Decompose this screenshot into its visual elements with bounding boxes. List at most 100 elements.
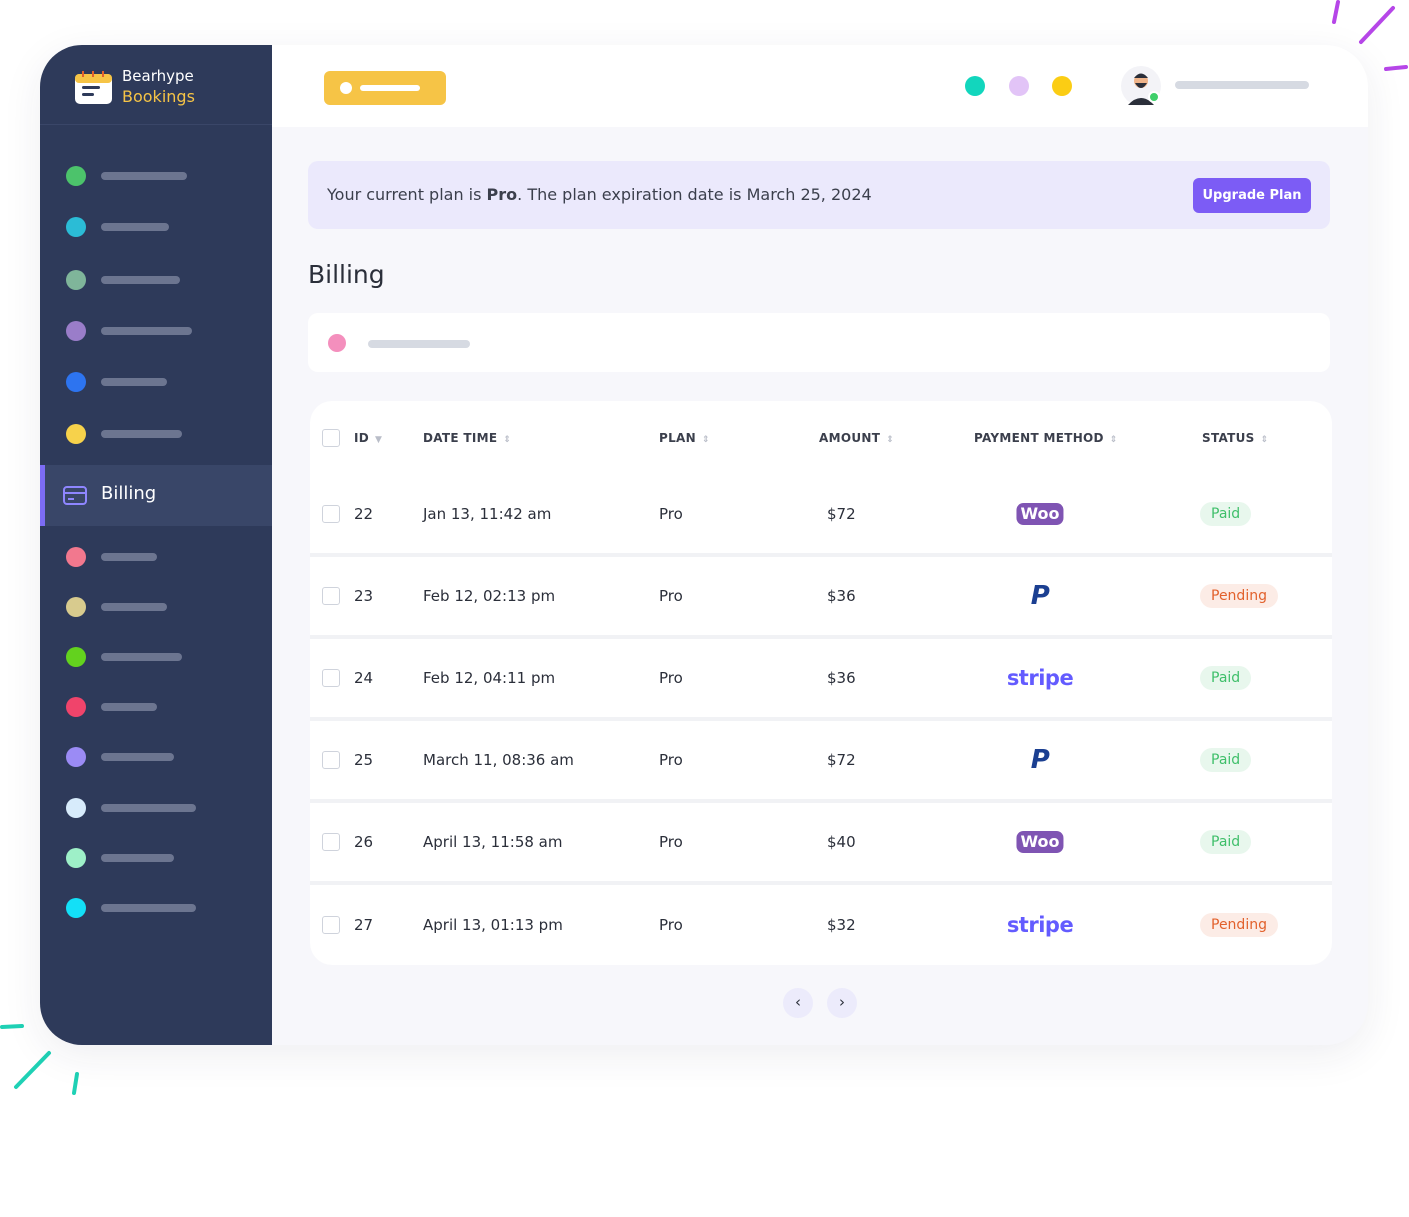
prev-page[interactable]: ‹ [783, 988, 813, 1018]
amount: $32 [827, 916, 856, 934]
amount: $72 [827, 751, 856, 769]
id: 23 [354, 587, 374, 605]
table-row: 27 April 13, 01:13 pm Pro $32 stripe Pending [310, 885, 1332, 965]
amount: $36 [827, 587, 856, 605]
nav-icon [66, 166, 86, 186]
checkbox[interactable] [322, 751, 340, 769]
nav-item[interactable] [40, 319, 272, 343]
nav-item[interactable] [40, 370, 272, 394]
user-name-placeholder [1175, 81, 1309, 89]
plan: Pro [659, 669, 683, 687]
id: 27 [354, 916, 374, 934]
nav-item[interactable] [40, 545, 272, 569]
column-title: AMOUNT [819, 431, 881, 445]
nav-item[interactable] [40, 164, 272, 188]
action-button[interactable] [324, 71, 446, 105]
nav-item-active[interactable]: Billing [40, 465, 272, 526]
datetime: April 13, 11:58 am [423, 833, 563, 851]
nav-label-placeholder [101, 553, 157, 561]
datetime: March 11, 08:36 am [423, 751, 574, 769]
sort-icon: ⇕ [701, 435, 710, 445]
sort-icon: ⇕ [886, 435, 895, 445]
checkbox[interactable] [322, 916, 340, 934]
nav-label: Billing [101, 483, 157, 504]
column-title: STATUS [1202, 431, 1255, 445]
nav-icon [66, 848, 86, 868]
nav-item[interactable] [40, 695, 272, 719]
sort-icon: ▼ [375, 435, 383, 445]
nav-item[interactable] [40, 268, 272, 292]
id: 24 [354, 669, 374, 687]
plan: Pro [659, 587, 683, 605]
avatar[interactable] [1120, 65, 1162, 107]
status-dot [1009, 76, 1029, 96]
logo [75, 71, 112, 104]
sidebar: Bearhype Bookings Billing [40, 45, 272, 1045]
status-badge: Pending [1200, 584, 1278, 608]
datetime: Jan 13, 11:42 am [423, 505, 552, 523]
checkbox[interactable] [322, 505, 340, 523]
nav-icon [66, 898, 86, 918]
nav-label-placeholder [101, 854, 174, 862]
nav-icon [66, 747, 86, 767]
sort-icon: ⇕ [503, 435, 512, 445]
checkbox[interactable] [322, 587, 340, 605]
topbar [272, 45, 1368, 127]
column-header[interactable]: DATE TIME ⇕ [423, 431, 511, 445]
column-header[interactable]: AMOUNT ⇕ [819, 431, 894, 445]
status-dot [1052, 76, 1072, 96]
checkbox[interactable] [322, 833, 340, 851]
upgrade-button[interactable]: Upgrade Plan [1193, 178, 1311, 213]
brand: Bearhype Bookings [40, 45, 272, 125]
nav-item[interactable] [40, 595, 272, 619]
column-header[interactable]: PAYMENT METHOD ⇕ [974, 431, 1118, 445]
nav-icon [66, 798, 86, 818]
nav-icon [66, 372, 86, 392]
text: Your current plan is [327, 185, 487, 204]
column-header[interactable]: ID ▼ [354, 431, 382, 445]
plan: Pro [659, 751, 683, 769]
app-window: Bearhype Bookings Billing Your current p… [40, 45, 1368, 1045]
nav-label-placeholder [101, 603, 167, 611]
nav-icon [66, 547, 86, 567]
table-row: 22 Jan 13, 11:42 am Pro $72 Woo Paid [310, 475, 1332, 553]
sort-icon: ⇕ [1260, 435, 1269, 445]
nav-icon [66, 424, 86, 444]
brand-product: Bookings [122, 87, 195, 106]
table-row: 26 April 13, 11:58 am Pro $40 Woo Paid [310, 803, 1332, 881]
nav-icon [66, 321, 86, 341]
payment-method: stripe [1006, 913, 1074, 937]
amount: $36 [827, 669, 856, 687]
nav-item[interactable] [40, 215, 272, 239]
checkbox[interactable] [322, 669, 340, 687]
nav-item[interactable] [40, 896, 272, 920]
nav-label-placeholder [101, 753, 174, 761]
nav-item[interactable] [40, 645, 272, 669]
nav-item[interactable] [40, 745, 272, 769]
column-header[interactable]: PLAN ⇕ [659, 431, 710, 445]
table-row: 23 Feb 12, 02:13 pm Pro $36 P Pending [310, 557, 1332, 635]
next-page[interactable]: › [827, 988, 857, 1018]
nav-item[interactable] [40, 422, 272, 446]
nav-label-placeholder [101, 172, 187, 180]
nav-item[interactable] [40, 846, 272, 870]
nav-icon [66, 647, 86, 667]
table-row: 25 March 11, 08:36 am Pro $72 P Paid [310, 721, 1332, 799]
nav-label-placeholder [101, 804, 196, 812]
text: . The plan expiration date is March 25, … [517, 185, 872, 204]
plan: Pro [659, 505, 683, 523]
datetime: April 13, 01:13 pm [423, 916, 563, 934]
plan: Pro [659, 833, 683, 851]
column-title: PLAN [659, 431, 696, 445]
status-badge: Paid [1200, 830, 1252, 854]
column-header[interactable]: STATUS ⇕ [1202, 431, 1268, 445]
table-header: ID ▼ DATE TIME ⇕ PLAN ⇕ AMOUNT ⇕ PAYMENT METHOD ⇕… [310, 401, 1332, 475]
nav-icon [66, 697, 86, 717]
id: 22 [354, 505, 374, 523]
page-title: Billing [308, 260, 385, 289]
status-badge: Paid [1200, 748, 1252, 772]
nav-item[interactable] [40, 796, 272, 820]
checkbox[interactable] [322, 429, 340, 447]
